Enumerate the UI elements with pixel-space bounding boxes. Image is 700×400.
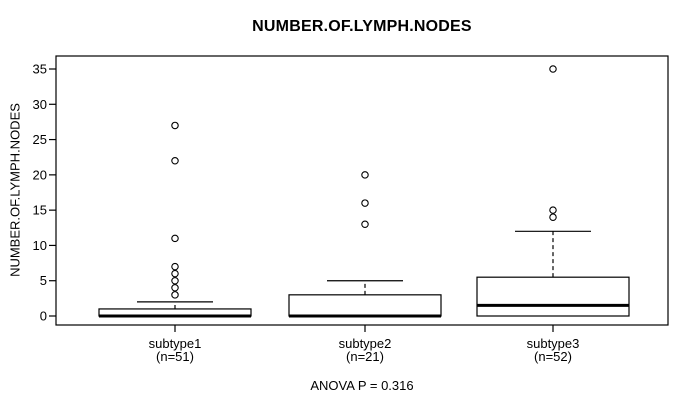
y-axis-tick-label: 35 <box>33 62 47 77</box>
y-axis-tick-label: 10 <box>33 238 47 253</box>
outlier-point <box>171 291 179 299</box>
outlier-point <box>171 269 179 278</box>
y-axis-tick-label: 0 <box>40 309 47 324</box>
y-axis-tick-label: 5 <box>40 273 47 288</box>
outlier-point <box>171 284 179 292</box>
y-axis-tick-label: 25 <box>33 132 47 147</box>
outlier-point <box>171 262 179 271</box>
outlier-point <box>171 121 179 130</box>
outlier-point <box>171 156 179 165</box>
outlier-point <box>549 65 557 73</box>
group-sublabel: (n=51) <box>156 349 194 364</box>
group-label: subtype1 <box>149 336 202 351</box>
outlier-point <box>549 206 557 214</box>
group-label: subtype3 <box>527 336 580 351</box>
outlier-point <box>171 234 179 243</box>
y-axis-tick-label: 15 <box>33 203 47 218</box>
outlier-point <box>361 220 369 229</box>
chart-title: NUMBER.OF.LYMPH.NODES <box>252 18 472 35</box>
group-sublabel: (n=21) <box>346 349 384 364</box>
iqr-box <box>288 294 442 317</box>
anova-p-annotation: ANOVA P = 0.316 <box>310 378 414 393</box>
iqr-box <box>476 276 630 317</box>
group-sublabel: (n=52) <box>534 349 572 364</box>
group-label: subtype2 <box>339 336 392 351</box>
y-axis-title: NUMBER.OF.LYMPH.NODES <box>7 103 23 277</box>
plot-border <box>55 55 669 326</box>
y-axis-tick-label: 30 <box>33 97 47 112</box>
outlier-point <box>361 199 369 207</box>
outlier-point <box>361 171 369 179</box>
outlier-point <box>549 213 557 221</box>
outlier-point <box>171 276 179 285</box>
y-axis-tick-label: 20 <box>33 167 47 182</box>
